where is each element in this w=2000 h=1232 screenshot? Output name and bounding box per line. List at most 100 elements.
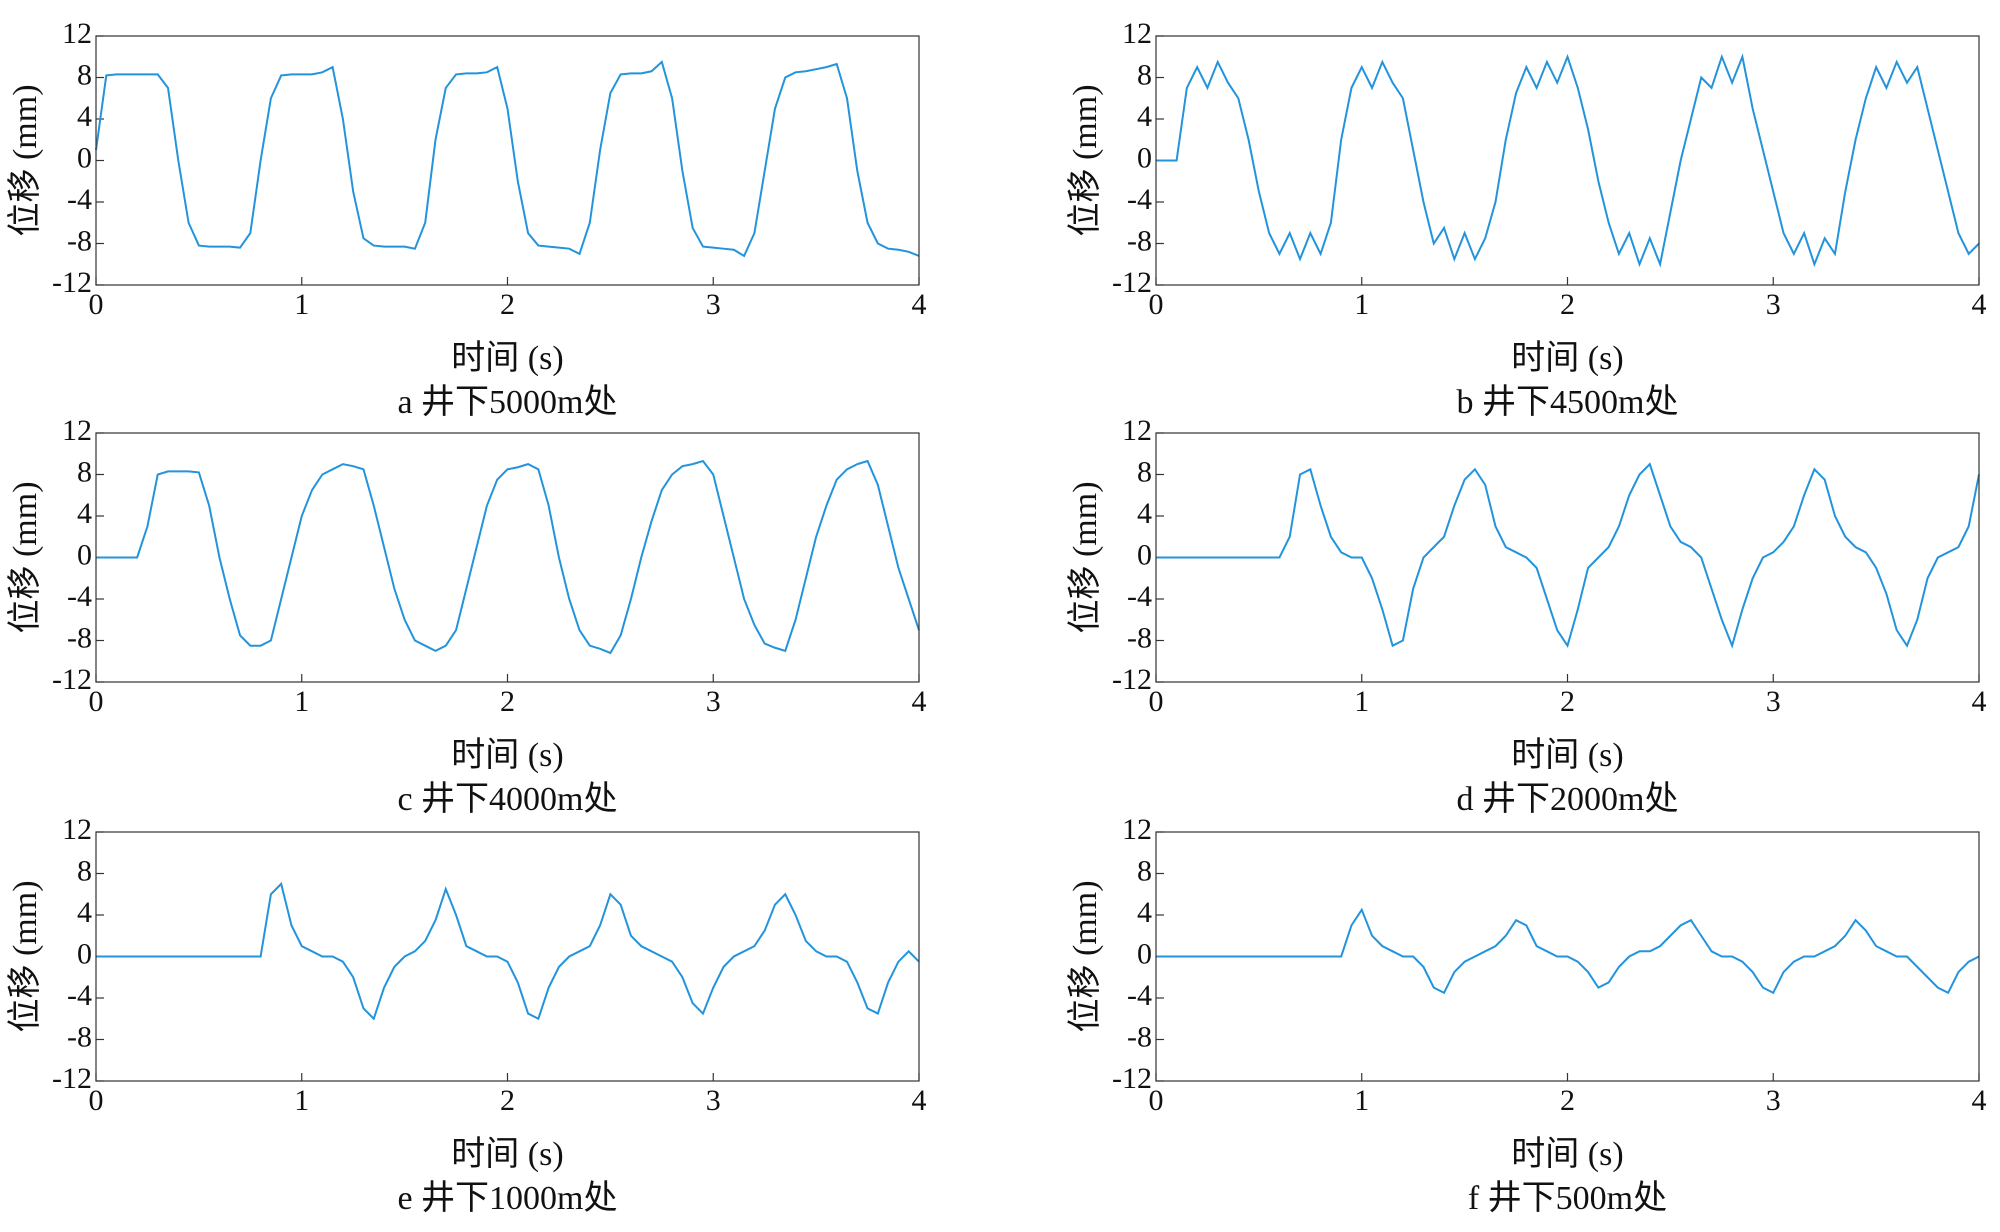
data-line: [1156, 462, 1980, 649]
x-tick-label: 2: [500, 288, 515, 321]
y-tick-label: -8: [67, 224, 92, 257]
x-tick-label: 2: [1560, 1084, 1575, 1117]
x-tick-label: 3: [1766, 288, 1781, 321]
x-axis-label: 时间 (s): [1511, 1136, 1623, 1173]
y-tick-label: -12: [1112, 663, 1152, 696]
y-tick-label: 8: [1137, 854, 1152, 887]
x-tick-label: 1: [294, 1084, 309, 1117]
x-axis-label: 时间 (s): [1511, 340, 1623, 377]
y-tick-label: 0: [77, 937, 92, 970]
plot-frame: [1155, 35, 1980, 286]
x-tick-label: 4: [1972, 1084, 1987, 1117]
x-tick-label: 1: [294, 288, 309, 321]
y-tick-label: 12: [62, 813, 92, 846]
y-tick-label: 8: [77, 58, 92, 91]
data-line: [1156, 907, 1980, 995]
y-tick-label: 0: [1137, 538, 1152, 571]
y-axis-label: 位移 (mm): [6, 481, 44, 633]
y-tick-label: 8: [1137, 455, 1152, 488]
x-tick-label: 3: [1766, 685, 1781, 718]
y-tick-label: 0: [1137, 937, 1152, 970]
plot-frame: [95, 831, 920, 1082]
x-tick-label: 0: [89, 288, 104, 321]
y-tick-label: 4: [77, 497, 92, 530]
y-tick-label: 4: [1137, 896, 1152, 929]
y-axis-label: 位移 (mm): [6, 84, 44, 236]
x-axis-label: 时间 (s): [1511, 737, 1623, 774]
data-line: [96, 881, 920, 1021]
y-tick-label: -4: [67, 979, 92, 1012]
data-line: [95, 60, 920, 258]
y-tick-label: 4: [1137, 497, 1152, 530]
y-tick-label: -12: [1112, 266, 1152, 299]
y-tick-label: 8: [1137, 58, 1152, 91]
y-tick-label: -12: [52, 266, 92, 299]
y-tick-label: 0: [1137, 141, 1152, 174]
caption: d 井下2000m处: [1457, 780, 1679, 818]
plot-frame: [95, 432, 920, 683]
x-tick-label: 0: [1149, 685, 1164, 718]
x-tick-label: 0: [89, 1084, 104, 1117]
y-tick-label: 4: [77, 100, 92, 133]
x-tick-label: 1: [1354, 1084, 1369, 1117]
x-tick-label: 0: [89, 685, 104, 718]
x-tick-label: 2: [500, 685, 515, 718]
y-tick-label: 8: [77, 854, 92, 887]
x-tick-label: 2: [1560, 288, 1575, 321]
x-tick-label: 0: [1149, 1084, 1164, 1117]
y-tick-label: 12: [62, 17, 92, 50]
y-tick-label: -8: [67, 1020, 92, 1053]
x-tick-label: 3: [1766, 1084, 1781, 1117]
caption: e 井下1000m处: [397, 1179, 617, 1217]
y-tick-label: -4: [1127, 580, 1152, 613]
y-tick-label: -12: [52, 663, 92, 696]
y-tick-label: 12: [62, 414, 92, 447]
x-axis-label: 时间 (s): [451, 340, 563, 377]
y-axis-label: 位移 (mm): [6, 880, 44, 1032]
x-tick-label: 4: [912, 288, 927, 321]
y-tick-label: 8: [77, 455, 92, 488]
plot-frame: [1155, 831, 1980, 1082]
x-tick-label: 3: [706, 288, 721, 321]
x-tick-label: 4: [1972, 288, 1987, 321]
caption: f 井下500m处: [1468, 1179, 1667, 1217]
y-axis-label: 位移 (mm): [1066, 84, 1104, 236]
x-tick-label: 4: [912, 685, 927, 718]
y-tick-label: -4: [1127, 979, 1152, 1012]
plot-frame: [1155, 432, 1980, 683]
x-tick-label: 3: [706, 1084, 721, 1117]
y-tick-label: 12: [1122, 813, 1152, 846]
y-axis-label: 位移 (mm): [1066, 880, 1104, 1032]
y-tick-label: -4: [67, 580, 92, 613]
y-tick-label: -8: [1127, 621, 1152, 654]
x-tick-label: 2: [500, 1084, 515, 1117]
x-axis-label: 时间 (s): [451, 737, 563, 774]
caption: a 井下5000m处: [397, 383, 617, 421]
data-line: [1156, 53, 1980, 268]
x-tick-label: 1: [1354, 288, 1369, 321]
x-tick-label: 1: [1354, 685, 1369, 718]
y-tick-label: 0: [77, 141, 92, 174]
data-line: [96, 459, 920, 655]
plot-frame: [95, 35, 920, 286]
caption: c 井下4000m处: [397, 780, 617, 818]
x-tick-label: 4: [912, 1084, 927, 1117]
y-tick-label: 4: [77, 896, 92, 929]
x-tick-label: 0: [1149, 288, 1164, 321]
y-tick-label: -8: [1127, 224, 1152, 257]
x-tick-label: 2: [1560, 685, 1575, 718]
y-tick-label: 12: [1122, 17, 1152, 50]
y-tick-label: -12: [52, 1062, 92, 1095]
y-tick-label: 0: [77, 538, 92, 571]
y-tick-label: 12: [1122, 414, 1152, 447]
x-tick-label: 4: [1972, 685, 1987, 718]
caption: b 井下4500m处: [1457, 383, 1679, 421]
